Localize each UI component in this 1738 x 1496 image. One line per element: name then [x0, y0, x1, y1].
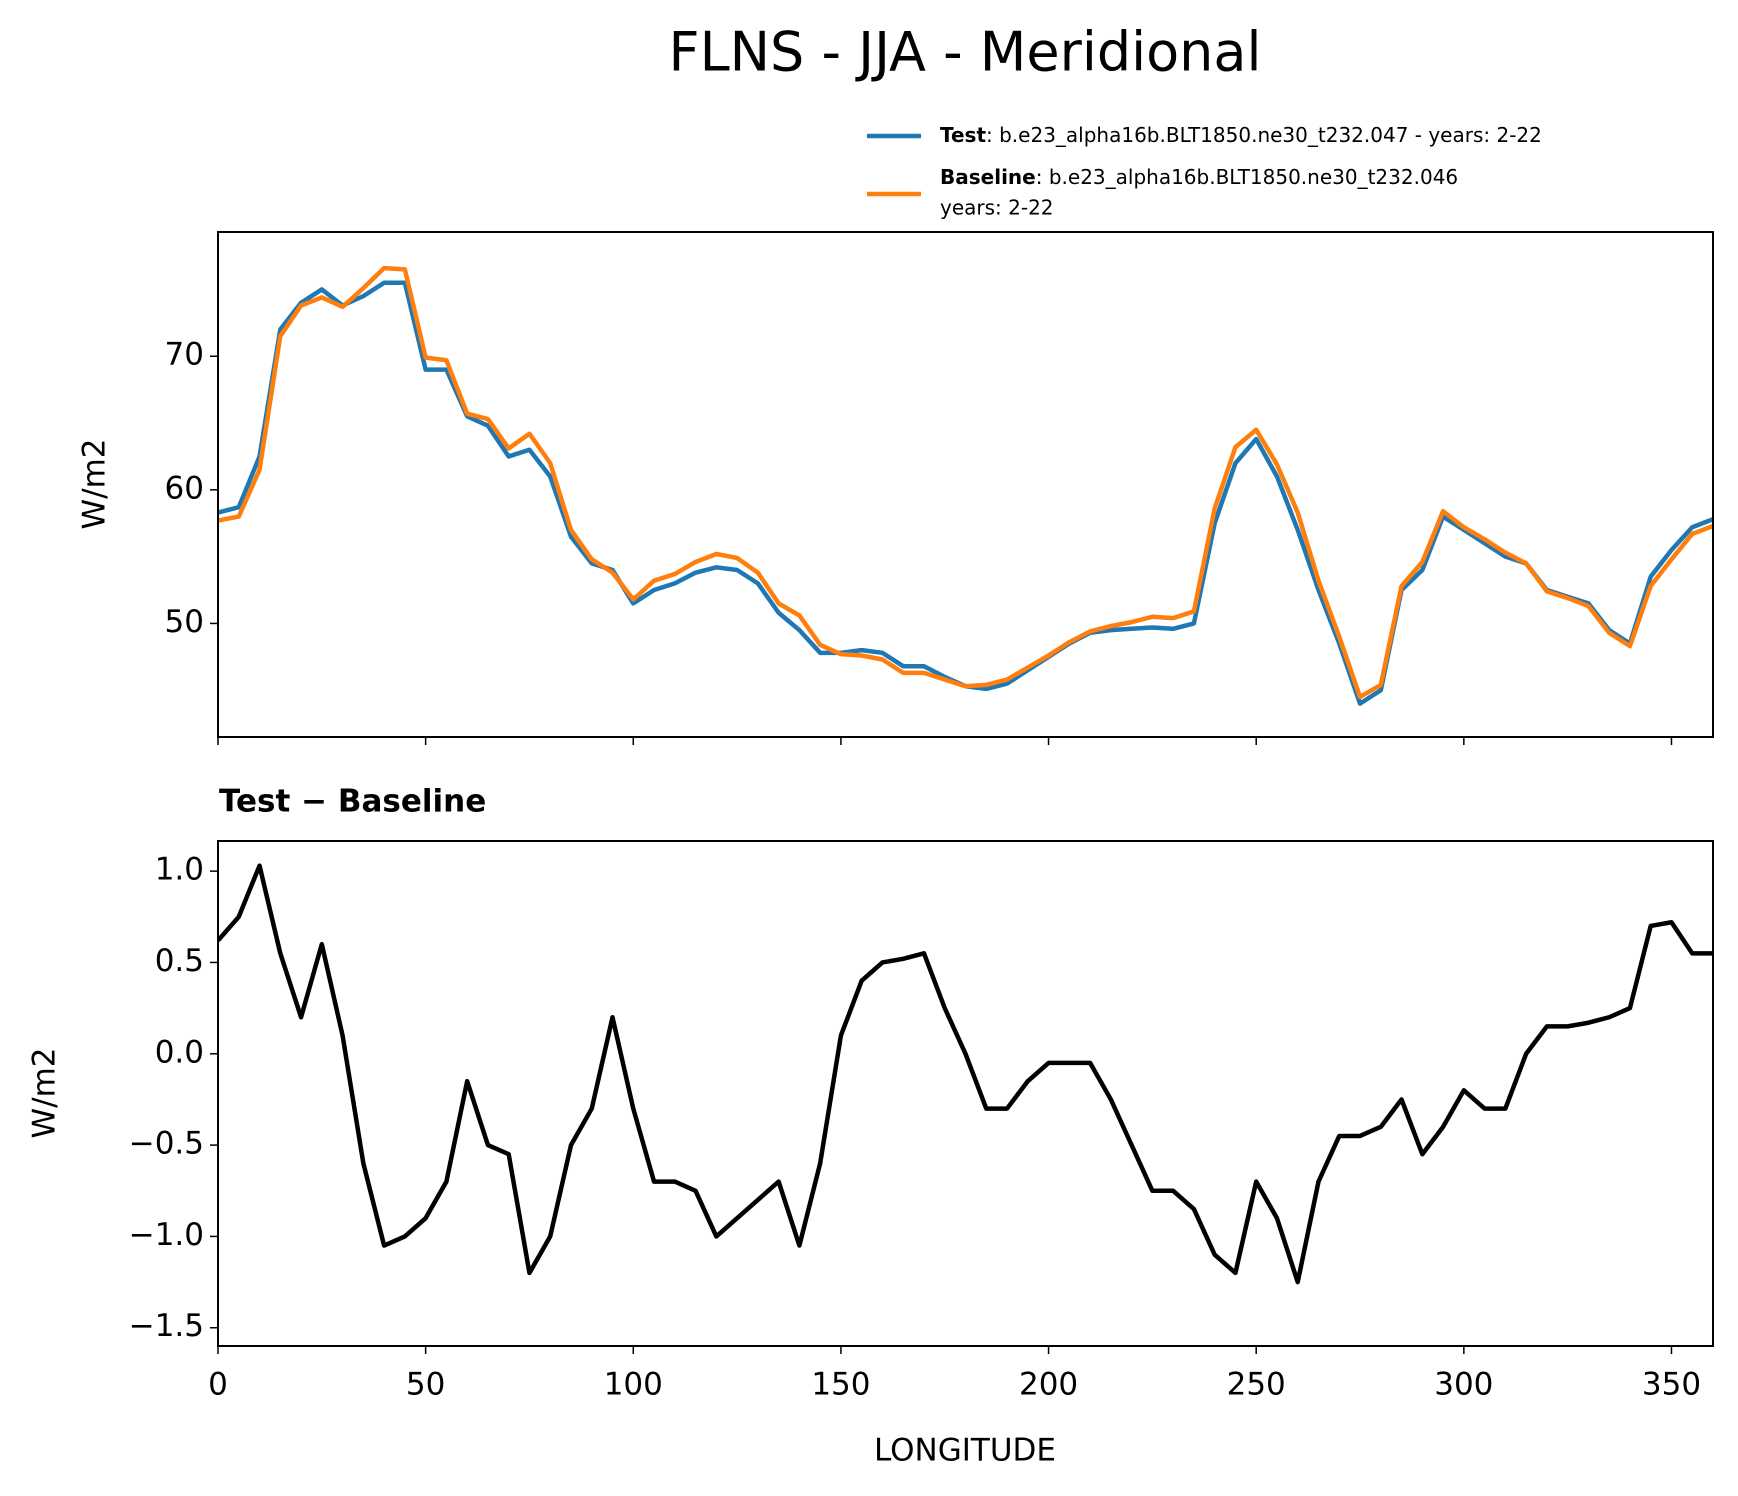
y-tick-label: −1.5 [129, 1308, 204, 1344]
x-tick-label: 150 [811, 1367, 870, 1403]
y-axis-label: W/m2 [27, 1047, 63, 1138]
y-tick-label: 50 [165, 604, 204, 640]
legend-label: Baseline: b.e23_alpha16b.BLT1850.ne30_t2… [940, 165, 1458, 189]
legend-description: years: 2-22 [940, 196, 1054, 220]
x-tick-label: 50 [406, 1367, 445, 1403]
data-line [218, 280, 1713, 706]
y-tick-label: 1.0 [155, 852, 204, 888]
x-tick-label: 200 [1019, 1367, 1078, 1403]
plot-frame [217, 840, 1714, 1347]
y-tick-label: 70 [165, 337, 204, 373]
y-tick-label: −0.5 [129, 1126, 204, 1162]
x-tick-label: 100 [604, 1367, 663, 1403]
chart-title: FLNS - JJA - Meridional [669, 21, 1262, 84]
y-tick-label: 0.0 [155, 1034, 204, 1070]
data-line [218, 863, 1713, 1285]
plot-frame [217, 231, 1714, 738]
y-axis-label: W/m2 [77, 438, 113, 529]
x-tick-label: 300 [1434, 1367, 1493, 1403]
subplot-title: Test − Baseline [219, 784, 486, 820]
y-tick-label: 0.5 [155, 943, 204, 979]
legend-name: Baseline [940, 165, 1036, 189]
x-tick-label: 250 [1227, 1367, 1286, 1403]
x-axis-label: LONGITUDE [874, 1433, 1056, 1469]
legend-label: Test: b.e23_alpha16b.BLT1850.ne30_t232.0… [940, 123, 1542, 147]
data-line [218, 265, 1713, 700]
legend-description: : b.e23_alpha16b.BLT1850.ne30_t232.047 -… [986, 123, 1542, 147]
x-tick-label: 350 [1642, 1367, 1701, 1403]
x-tick-label: 0 [208, 1367, 228, 1403]
y-tick-label: 60 [165, 470, 204, 506]
y-tick-label: −1.0 [129, 1217, 204, 1253]
legend-description: : b.e23_alpha16b.BLT1850.ne30_t232.046 [1036, 165, 1458, 189]
legend-name: Test [940, 123, 986, 147]
